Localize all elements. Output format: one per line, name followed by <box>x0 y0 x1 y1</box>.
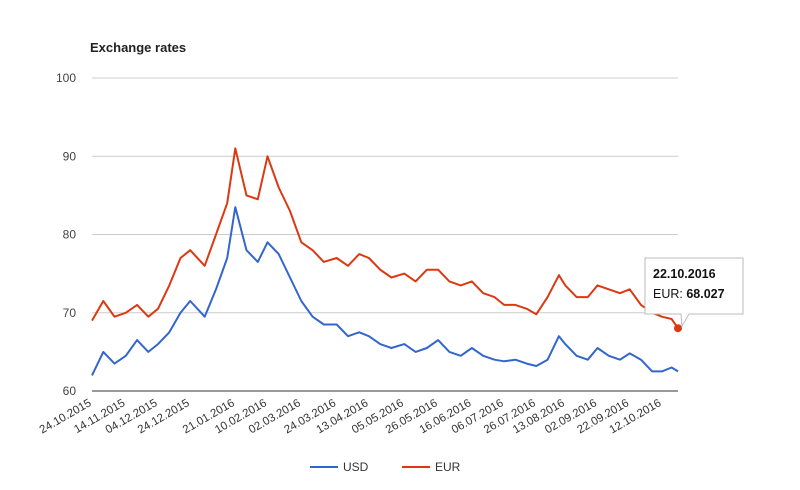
tooltip-box <box>644 257 744 328</box>
series-line-eur <box>91 147 679 329</box>
y-tick-label: 70 <box>63 306 77 320</box>
legend-label: USD <box>343 460 369 474</box>
tooltip-value-line: EUR: 68.027 <box>653 287 725 301</box>
series-lines <box>91 147 679 376</box>
y-tick-label: 60 <box>63 384 77 398</box>
legend-item-eur[interactable]: EUR <box>402 460 461 474</box>
tooltip-series-label: EUR: <box>653 287 686 301</box>
legend-label: EUR <box>435 460 461 474</box>
gridlines <box>92 77 678 392</box>
tooltip-date: 22.10.2016 <box>653 267 716 281</box>
series-line-usd <box>91 206 679 376</box>
tooltip-value: 68.027 <box>686 287 724 301</box>
y-axis-tick-labels: 60 70 80 90 100 <box>56 71 76 398</box>
y-tick-label: 90 <box>63 149 77 163</box>
y-tick-label: 80 <box>63 228 77 242</box>
legend-item-usd[interactable]: USD <box>310 460 369 474</box>
y-tick-label: 100 <box>56 71 76 85</box>
chart-title: Exchange rates <box>90 40 186 55</box>
legend[interactable]: USD EUR <box>310 460 461 474</box>
highlighted-point[interactable] <box>674 324 682 333</box>
x-axis-tick-labels: 24.10.201514.11.201504.12.201524.12.2015… <box>38 397 664 436</box>
hover-tooltip: 22.10.2016 EUR: 68.027 <box>644 257 744 333</box>
